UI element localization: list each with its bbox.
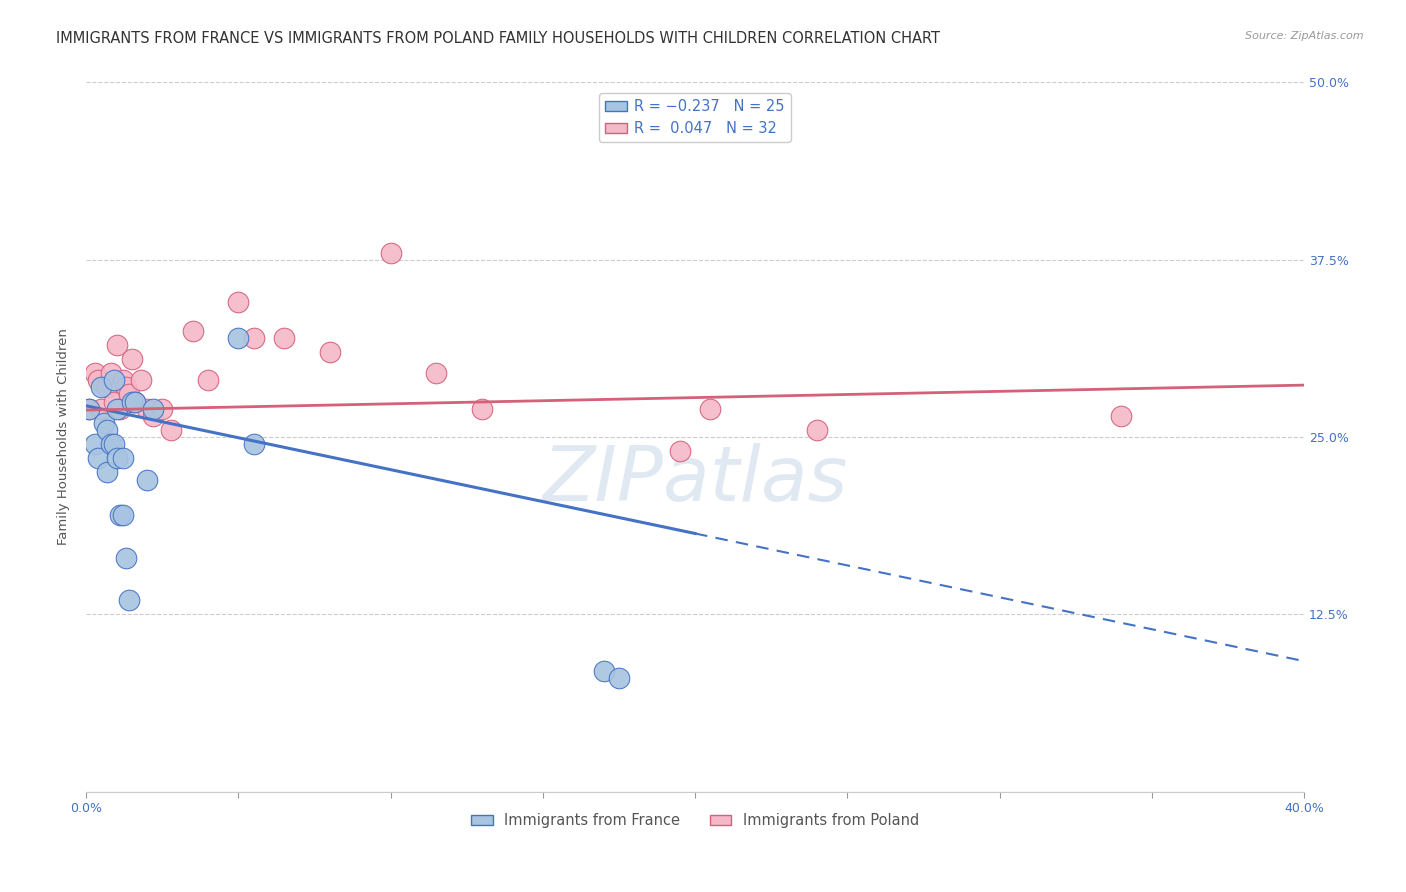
Point <box>96 466 118 480</box>
Point <box>114 380 136 394</box>
Point <box>105 338 128 352</box>
Point <box>242 437 264 451</box>
Point <box>160 423 183 437</box>
Point <box>93 416 115 430</box>
Point <box>84 437 107 451</box>
Point <box>87 451 110 466</box>
Point <box>124 394 146 409</box>
Point <box>111 373 134 387</box>
Point <box>197 373 219 387</box>
Point <box>699 401 721 416</box>
Text: Source: ZipAtlas.com: Source: ZipAtlas.com <box>1246 31 1364 41</box>
Legend: Immigrants from France, Immigrants from Poland: Immigrants from France, Immigrants from … <box>465 807 925 834</box>
Point <box>84 366 107 380</box>
Point <box>1111 409 1133 423</box>
Point <box>105 451 128 466</box>
Point <box>77 401 100 416</box>
Point <box>108 401 131 416</box>
Point <box>77 401 100 416</box>
Point <box>103 437 125 451</box>
Point <box>471 401 494 416</box>
Point <box>103 373 125 387</box>
Point <box>121 394 143 409</box>
Point <box>111 451 134 466</box>
Point <box>90 401 112 416</box>
Point <box>136 473 159 487</box>
Point <box>87 373 110 387</box>
Point <box>96 380 118 394</box>
Point <box>96 423 118 437</box>
Point <box>228 331 250 345</box>
Point <box>111 508 134 522</box>
Point <box>118 387 141 401</box>
Point <box>90 380 112 394</box>
Text: ZIPatlas: ZIPatlas <box>543 442 848 516</box>
Point <box>228 295 250 310</box>
Point <box>108 508 131 522</box>
Point <box>100 366 122 380</box>
Point <box>103 394 125 409</box>
Point <box>669 444 692 458</box>
Point <box>425 366 447 380</box>
Point <box>142 401 165 416</box>
Point <box>129 373 152 387</box>
Point <box>136 401 159 416</box>
Point <box>273 331 295 345</box>
Point <box>806 423 828 437</box>
Point <box>181 324 204 338</box>
Point <box>121 351 143 366</box>
Point <box>100 437 122 451</box>
Point <box>150 401 173 416</box>
Point <box>142 409 165 423</box>
Point <box>592 664 614 678</box>
Point <box>380 245 402 260</box>
Point <box>124 394 146 409</box>
Point <box>105 401 128 416</box>
Point <box>242 331 264 345</box>
Point <box>118 593 141 607</box>
Point <box>114 550 136 565</box>
Point <box>319 345 342 359</box>
Y-axis label: Family Households with Children: Family Households with Children <box>58 328 70 546</box>
Text: IMMIGRANTS FROM FRANCE VS IMMIGRANTS FROM POLAND FAMILY HOUSEHOLDS WITH CHILDREN: IMMIGRANTS FROM FRANCE VS IMMIGRANTS FRO… <box>56 31 941 46</box>
Point <box>607 671 630 685</box>
